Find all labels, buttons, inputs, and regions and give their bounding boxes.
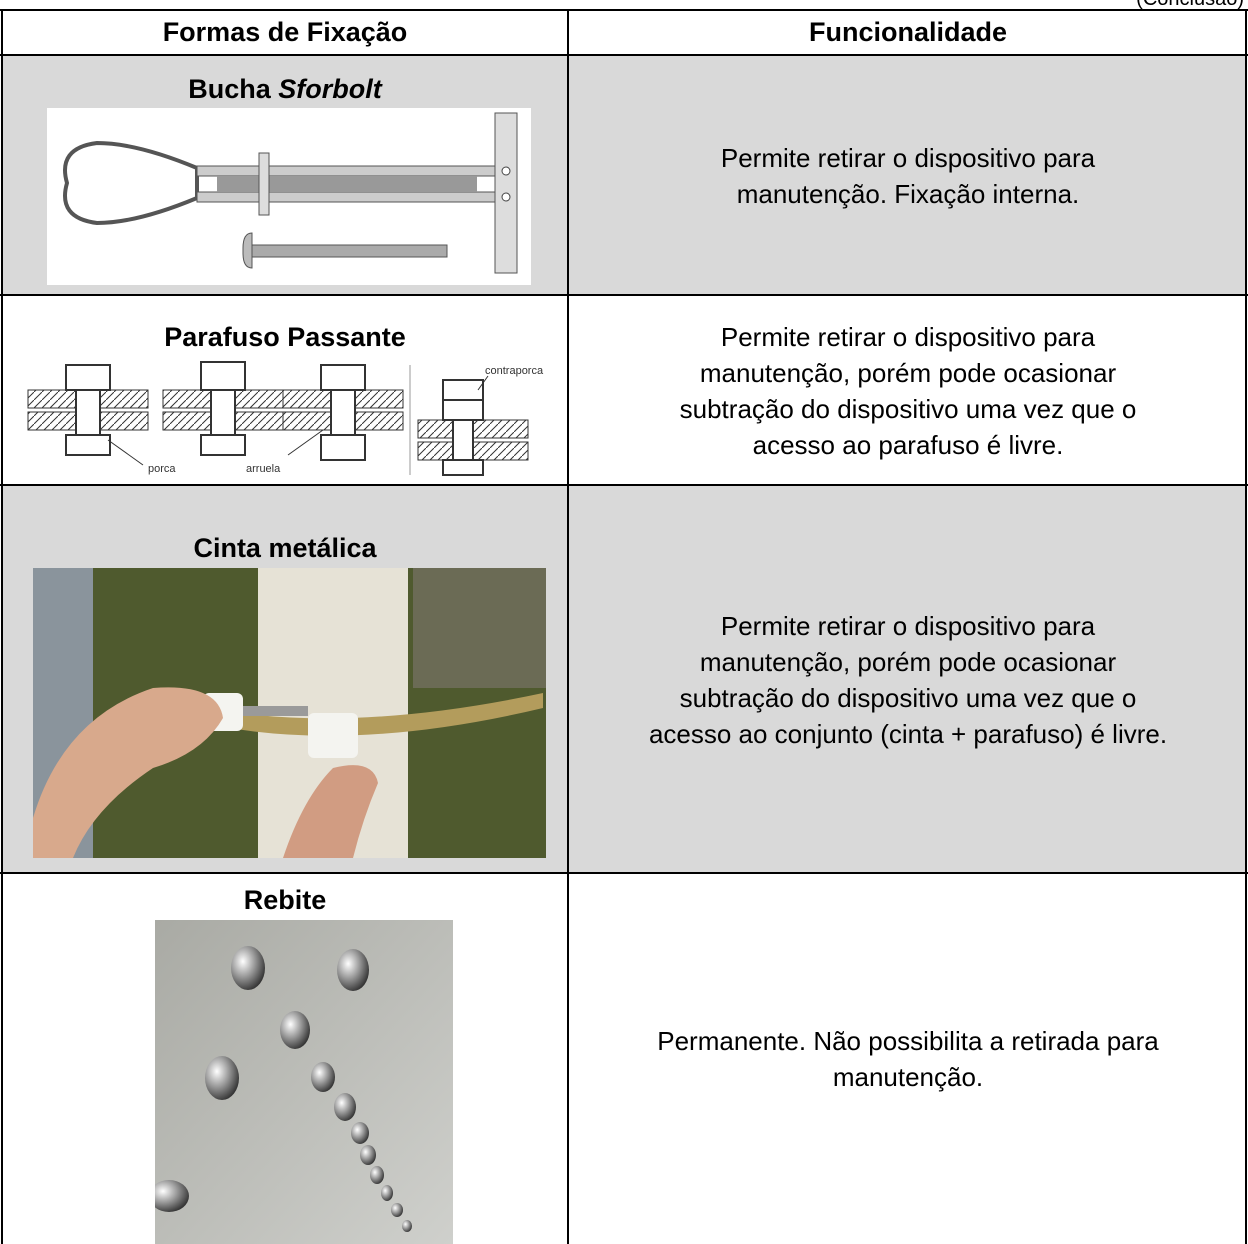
line: manutenção, porém pode ocasionar [699, 646, 1117, 677]
line: acesso ao parafuso é livre. [752, 429, 1064, 460]
line: Permite retirar o dispositivo para [720, 142, 1096, 173]
line: subtração do dispositivo uma vez que o [679, 393, 1137, 424]
header: Funcionalidade [808, 17, 1008, 47]
strap-photo [33, 568, 546, 858]
rule [0, 872, 1248, 874]
line: manutenção. [832, 1062, 984, 1092]
line: acesso ao conjunto (cinta + parafuso) é … [648, 718, 1168, 749]
title-italic: Sforbolt [278, 74, 382, 104]
rule [1, 9, 3, 1244]
row-title: Parafuso Passante [164, 322, 406, 352]
row-title: Cinta metálica [193, 533, 377, 563]
row-title: Bucha Sforbolt [2, 74, 568, 105]
description: Permite retirar o dispositivo para manut… [570, 296, 1246, 485]
line: Permanente. Não possibilita a retirada p… [657, 1026, 1159, 1056]
header: Formas de Fixação [162, 17, 408, 47]
toggle-bolt-image [47, 108, 531, 285]
rivet-photo [155, 920, 453, 1244]
figure-label: contraporca [485, 365, 544, 377]
figure-label: porca [148, 463, 176, 475]
line: subtração do dispositivo uma vez que o [679, 682, 1137, 713]
line: manutenção. Fixação interna. [736, 178, 1080, 209]
line: Permite retirar o dispositivo para [720, 321, 1096, 352]
rule [0, 9, 1248, 11]
description: Permite retirar o dispositivo para manut… [570, 56, 1246, 295]
bolt-diagram: porca arruela contraporca [18, 360, 555, 478]
line: Permite retirar o dispositivo para [720, 610, 1096, 641]
figure-label: arruela [246, 463, 281, 475]
rule [0, 54, 1248, 56]
rule [567, 9, 569, 1244]
rule [0, 294, 1248, 296]
description: Permanente. Não possibilita a retirada p… [570, 874, 1246, 1244]
description: Permite retirar o dispositivo para manut… [570, 486, 1246, 873]
title: Bucha [188, 74, 271, 104]
line: manutenção, porém pode ocasionar [699, 357, 1117, 388]
rule [0, 484, 1248, 486]
row-title: Rebite [243, 885, 327, 915]
rule [1245, 9, 1247, 1244]
note: (Conclusão) [1136, 0, 1244, 11]
